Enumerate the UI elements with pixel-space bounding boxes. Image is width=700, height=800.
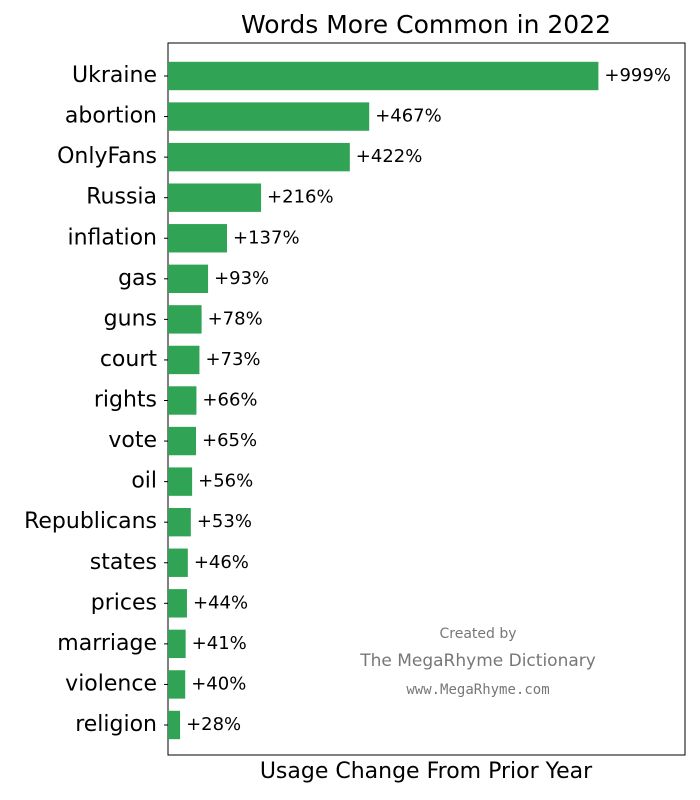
bar: [168, 386, 197, 415]
y-tick-label: OnlyFans: [57, 144, 157, 169]
value-label: +46%: [194, 552, 249, 573]
value-label: +78%: [208, 308, 263, 329]
bar: [168, 507, 191, 537]
value-label: +66%: [202, 390, 257, 411]
value-label: +999%: [604, 65, 671, 86]
value-label: +41%: [192, 633, 247, 654]
value-label: +467%: [375, 106, 442, 127]
bar: [168, 629, 186, 659]
value-label: +137%: [233, 227, 300, 248]
y-tick-label: marriage: [57, 631, 157, 656]
y-tick-label: inflation: [67, 225, 157, 250]
annotation: The MegaRhyme Dictionary: [359, 651, 596, 671]
bar: [168, 183, 262, 212]
bar: [168, 142, 350, 172]
y-tick-label: prices: [91, 590, 157, 615]
x-axis-label: Usage Change From Prior Year: [260, 759, 593, 784]
y-tick-label: court: [100, 347, 158, 372]
annotation: www.MegaRhyme.com: [406, 682, 549, 698]
y-tick-label: states: [90, 550, 157, 575]
bar: [168, 426, 197, 456]
y-tick-label: abortion: [65, 104, 157, 129]
annotation: Created by: [439, 626, 516, 642]
y-tick-label: violence: [65, 671, 157, 696]
bar: [168, 467, 193, 496]
bar: [168, 345, 200, 375]
bar: [168, 224, 228, 253]
bar: [168, 264, 209, 294]
bar: [168, 305, 202, 334]
y-tick-label: oil: [131, 469, 157, 494]
value-label: +216%: [267, 187, 334, 208]
value-label: +65%: [202, 430, 257, 451]
bar: [168, 589, 187, 618]
chart-title: Words More Common in 2022: [241, 10, 611, 39]
y-tick-label: guns: [104, 306, 157, 331]
value-label: +44%: [193, 592, 248, 613]
value-label: +40%: [191, 673, 246, 694]
bar: [168, 710, 181, 740]
y-tick-label: Russia: [86, 185, 157, 210]
value-label: +53%: [197, 511, 252, 532]
y-tick-label: Republicans: [24, 509, 157, 534]
bar: [168, 102, 370, 131]
value-label: +93%: [214, 268, 269, 289]
y-tick-label: vote: [108, 428, 157, 453]
y-tick-label: religion: [75, 712, 157, 737]
y-tick-label: gas: [118, 266, 157, 291]
y-tick-label: rights: [94, 388, 157, 413]
value-label: +28%: [186, 714, 241, 735]
bar: [168, 548, 188, 577]
y-tick-label: Ukraine: [72, 63, 157, 88]
value-label: +73%: [205, 349, 260, 370]
bar: [168, 61, 599, 91]
value-label: +56%: [198, 471, 253, 492]
bar: [168, 670, 186, 699]
value-label: +422%: [356, 146, 423, 167]
